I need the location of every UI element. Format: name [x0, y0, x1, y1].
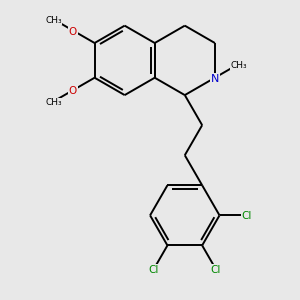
Text: CH₃: CH₃ — [230, 61, 247, 70]
Text: O: O — [69, 86, 77, 96]
Text: CH₃: CH₃ — [45, 98, 62, 107]
Text: Cl: Cl — [211, 265, 221, 275]
Text: N: N — [211, 74, 219, 84]
Text: Cl: Cl — [149, 265, 159, 275]
Text: CH₃: CH₃ — [45, 16, 62, 25]
Text: Cl: Cl — [242, 212, 252, 221]
Text: O: O — [69, 26, 77, 37]
